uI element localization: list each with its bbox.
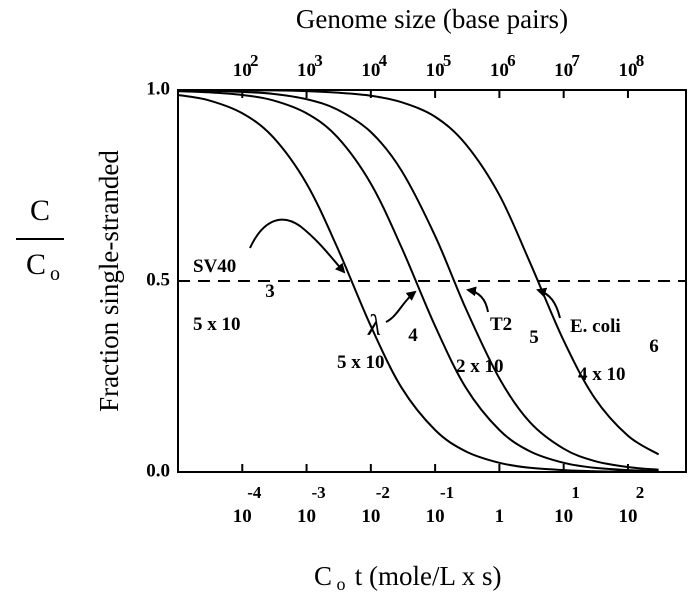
x2-tick-label: 10 bbox=[490, 60, 509, 81]
y-tick-label: 0.0 bbox=[146, 460, 170, 481]
x2-tick-label: 10 bbox=[297, 60, 316, 81]
y-fraction-subscript: o bbox=[50, 263, 60, 285]
x-tick-exponent: -4 bbox=[247, 483, 262, 502]
y-fraction-denominator: C bbox=[26, 248, 46, 281]
y-axis-label: Fraction single-stranded bbox=[94, 150, 124, 412]
x2-tick-exponent: 8 bbox=[636, 51, 645, 70]
genome-size-exponent: 3 bbox=[265, 281, 275, 302]
genome-size: 4 x 10 bbox=[578, 364, 626, 385]
series-label: E. coli bbox=[570, 316, 621, 337]
x2-tick-label: 10 bbox=[426, 60, 445, 81]
x-axis-label-subscript: o bbox=[337, 574, 346, 594]
x-tick-label: 10 bbox=[554, 506, 573, 527]
series-label: λ bbox=[367, 309, 381, 342]
x-tick-label: 10 bbox=[361, 506, 380, 527]
genome-size-exponent: 6 bbox=[649, 336, 659, 357]
arrow bbox=[249, 218, 346, 274]
curve bbox=[178, 93, 659, 472]
y-tick-label: 1.0 bbox=[146, 78, 170, 99]
genome-size: 5 x 10 bbox=[193, 314, 241, 335]
genome-size: 2 x 10 bbox=[456, 356, 504, 377]
x-tick-label: 1 bbox=[495, 506, 505, 527]
x-tick-label: 10 bbox=[297, 506, 316, 527]
x-tick-label: 10 bbox=[233, 506, 252, 527]
x2-tick-label: 10 bbox=[554, 60, 573, 81]
x-tick-exponent: 2 bbox=[636, 483, 645, 502]
genome-size: 5 x 10 bbox=[337, 352, 385, 373]
x-tick-label: 10 bbox=[426, 506, 445, 527]
chart-title: Genome size (base pairs) bbox=[296, 4, 568, 34]
x-axis-label-base: C bbox=[314, 561, 332, 591]
x2-tick-exponent: 2 bbox=[250, 51, 259, 70]
curve bbox=[178, 88, 660, 456]
curve bbox=[178, 90, 659, 472]
x-tick-exponent: -2 bbox=[376, 483, 390, 502]
x2-tick-label: 10 bbox=[618, 60, 637, 81]
y-tick-label: 0.5 bbox=[146, 269, 170, 290]
x-tick-exponent: 1 bbox=[571, 483, 580, 502]
x-tick-exponent: -3 bbox=[311, 483, 325, 502]
x-tick-label: 10 bbox=[618, 506, 637, 527]
x2-tick-exponent: 7 bbox=[571, 51, 580, 70]
arrow bbox=[536, 287, 561, 319]
arrow bbox=[466, 286, 489, 313]
genome-size-exponent: 4 bbox=[408, 325, 418, 346]
series-label: SV40 bbox=[193, 256, 236, 277]
curve bbox=[178, 89, 659, 471]
arrow bbox=[385, 290, 417, 323]
x2-tick-exponent: 3 bbox=[314, 51, 323, 70]
x-tick-exponent: -1 bbox=[440, 483, 454, 502]
x2-tick-label: 10 bbox=[233, 60, 252, 81]
x2-tick-exponent: 5 bbox=[443, 51, 452, 70]
x2-tick-exponent: 6 bbox=[507, 51, 516, 70]
x-axis-label-rest: t (mole/L x s) bbox=[348, 561, 501, 591]
y-fraction-numerator: C bbox=[30, 194, 50, 227]
x2-tick-exponent: 4 bbox=[379, 51, 388, 70]
genome-size-exponent: 5 bbox=[529, 327, 539, 348]
x2-tick-label: 10 bbox=[361, 60, 380, 81]
series-label: T2 bbox=[490, 314, 512, 335]
